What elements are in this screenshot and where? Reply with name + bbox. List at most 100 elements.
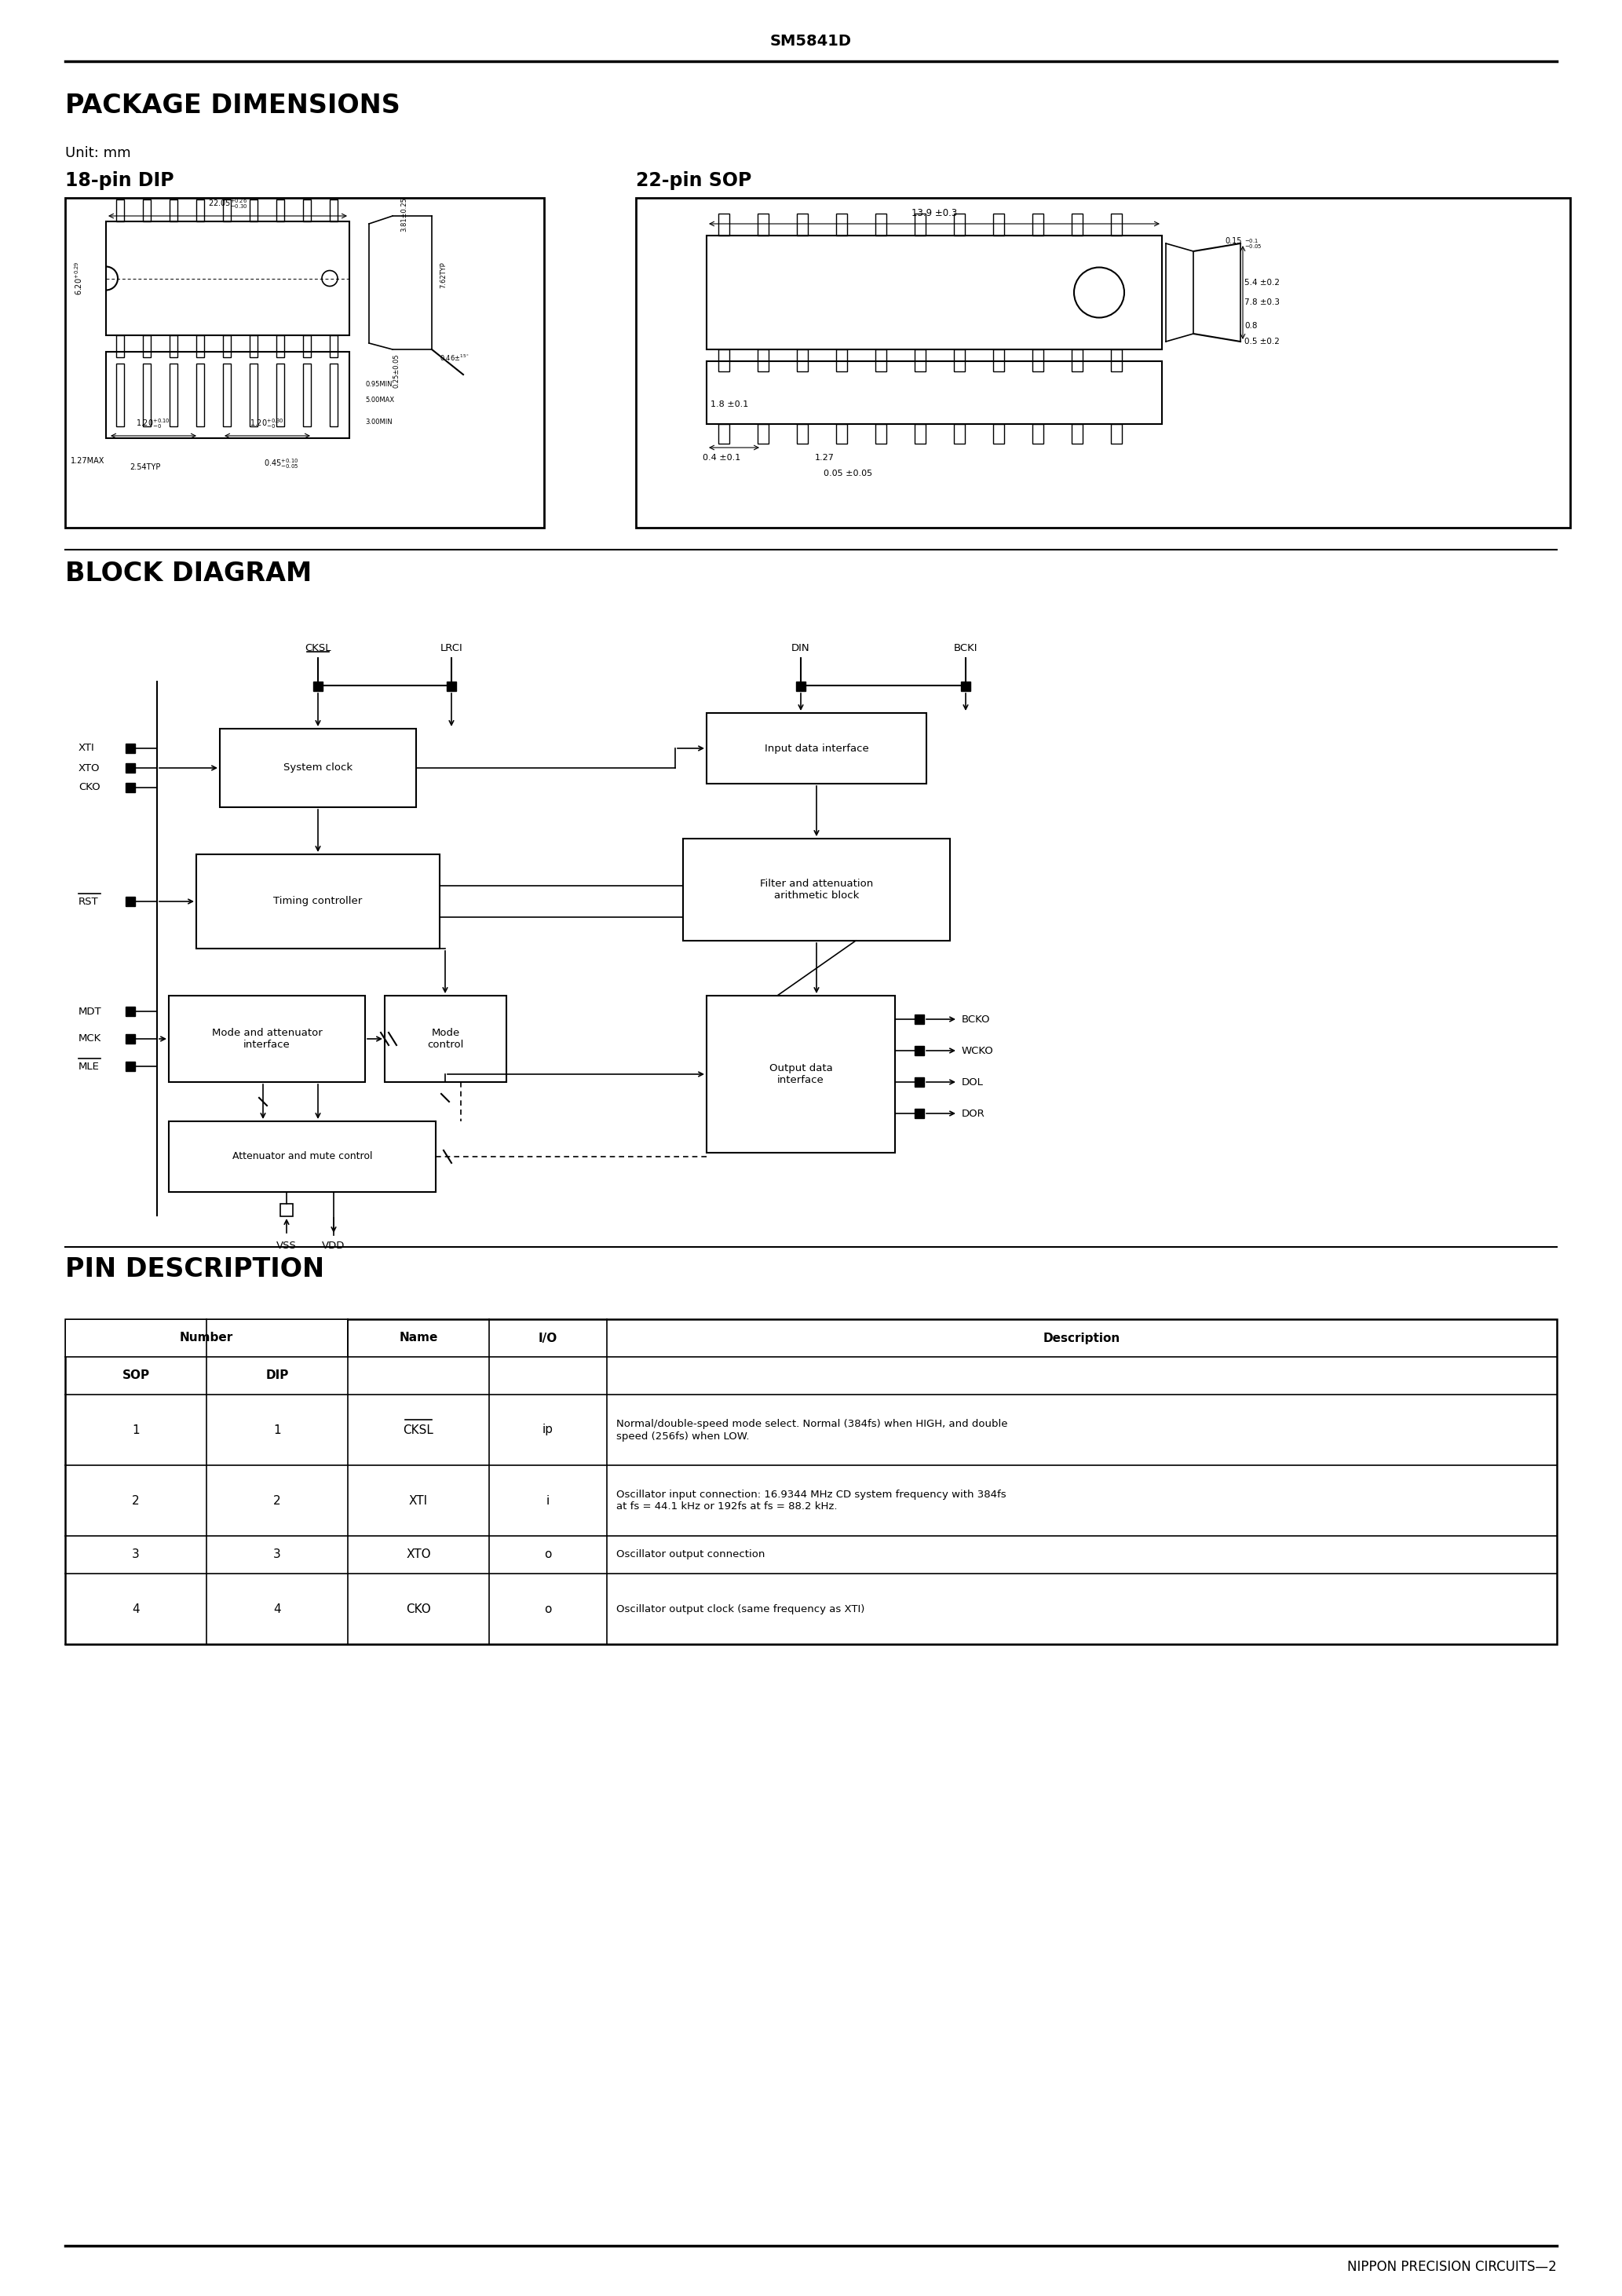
Bar xyxy=(796,425,808,443)
Bar xyxy=(117,200,123,220)
Text: WCKO: WCKO xyxy=(962,1045,994,1056)
Bar xyxy=(196,335,204,358)
Bar xyxy=(117,335,123,358)
Text: 3: 3 xyxy=(131,1550,139,1561)
Bar xyxy=(250,200,258,220)
Text: Name: Name xyxy=(399,1332,438,1343)
Bar xyxy=(915,1047,925,1056)
Bar xyxy=(276,363,284,427)
Text: at fs = 44.1 kHz or 192fs at fs = 88.2 kHz.: at fs = 44.1 kHz or 192fs at fs = 88.2 k… xyxy=(616,1502,837,1513)
Text: Oscillator output clock (same frequency as XTI): Oscillator output clock (same frequency … xyxy=(616,1605,865,1614)
Bar xyxy=(65,197,543,528)
Bar xyxy=(329,200,337,220)
Text: o: o xyxy=(545,1550,551,1561)
Bar xyxy=(796,349,808,372)
Bar xyxy=(796,682,806,691)
Text: BLOCK DIAGRAM: BLOCK DIAGRAM xyxy=(65,560,311,585)
Bar xyxy=(143,200,151,220)
Bar xyxy=(835,214,847,236)
Bar xyxy=(876,349,886,372)
Bar xyxy=(170,200,177,220)
Bar xyxy=(303,363,311,427)
Text: XTI: XTI xyxy=(409,1495,428,1506)
Text: 3: 3 xyxy=(274,1550,281,1561)
Text: MLE: MLE xyxy=(78,1061,99,1072)
Bar xyxy=(954,214,965,236)
Bar xyxy=(170,363,177,427)
Text: RST: RST xyxy=(78,895,99,907)
Bar xyxy=(683,838,950,941)
Text: 0.4 ±0.1: 0.4 ±0.1 xyxy=(702,455,741,461)
Bar xyxy=(276,335,284,358)
Text: BCKI: BCKI xyxy=(954,643,978,654)
Text: 6.20$^{+0.29}$: 6.20$^{+0.29}$ xyxy=(73,262,84,294)
Text: Timing controller: Timing controller xyxy=(274,895,362,907)
Bar xyxy=(143,335,151,358)
Bar xyxy=(222,335,230,358)
Bar xyxy=(876,214,886,236)
Text: Mode and attenuator
interface: Mode and attenuator interface xyxy=(212,1029,323,1049)
Bar xyxy=(276,200,284,220)
Bar xyxy=(1072,349,1082,372)
Bar xyxy=(993,425,1004,443)
Text: PIN DESCRIPTION: PIN DESCRIPTION xyxy=(65,1256,324,1281)
Text: 0.8: 0.8 xyxy=(1244,321,1257,331)
Bar xyxy=(1032,425,1043,443)
Bar xyxy=(329,335,337,358)
Bar xyxy=(196,854,440,948)
Bar xyxy=(222,200,230,220)
Text: 1: 1 xyxy=(131,1424,139,1435)
Text: Filter and attenuation
arithmetic block: Filter and attenuation arithmetic block xyxy=(759,879,873,900)
Bar xyxy=(143,363,151,427)
Bar xyxy=(1072,425,1082,443)
Bar xyxy=(707,714,926,783)
Bar xyxy=(954,425,965,443)
Text: 7.62TYP: 7.62TYP xyxy=(440,262,446,287)
Bar xyxy=(125,1061,135,1070)
Bar xyxy=(196,200,204,220)
Bar xyxy=(719,349,730,372)
Text: 4: 4 xyxy=(131,1603,139,1614)
Bar xyxy=(915,1015,925,1024)
Bar xyxy=(125,1006,135,1017)
Text: DOL: DOL xyxy=(962,1077,983,1086)
Text: DIN: DIN xyxy=(792,643,809,654)
Text: 1.20$^{+0.10}_{-0}$: 1.20$^{+0.10}_{-0}$ xyxy=(136,418,170,429)
Text: Number: Number xyxy=(180,1332,234,1343)
Bar xyxy=(876,425,886,443)
Text: MDT: MDT xyxy=(78,1006,102,1017)
Bar xyxy=(281,1203,294,1217)
Text: SM5841D: SM5841D xyxy=(770,34,852,48)
Bar xyxy=(757,214,769,236)
Bar xyxy=(993,349,1004,372)
Text: XTO: XTO xyxy=(78,762,101,774)
Text: XTI: XTI xyxy=(78,744,94,753)
Text: NIPPON PRECISION CIRCUITS—2: NIPPON PRECISION CIRCUITS—2 xyxy=(1348,2259,1557,2273)
Text: 0.5 ±0.2: 0.5 ±0.2 xyxy=(1244,338,1280,344)
Bar xyxy=(105,220,349,335)
Bar xyxy=(719,214,730,236)
Bar xyxy=(796,214,808,236)
Text: SOP: SOP xyxy=(122,1371,149,1382)
Bar xyxy=(1072,214,1082,236)
Bar xyxy=(835,425,847,443)
Bar xyxy=(303,200,311,220)
Text: VSS: VSS xyxy=(276,1240,297,1251)
Text: 1.20$^{+0.30}_{-0}$: 1.20$^{+0.30}_{-0}$ xyxy=(250,418,284,429)
Text: 22.05$^{+0.26}_{-0.30}$: 22.05$^{+0.26}_{-0.30}$ xyxy=(208,197,248,211)
Text: Input data interface: Input data interface xyxy=(764,744,869,753)
Text: PACKAGE DIMENSIONS: PACKAGE DIMENSIONS xyxy=(65,92,401,119)
Text: Mode
control: Mode control xyxy=(427,1029,464,1049)
Bar xyxy=(915,1077,925,1086)
Text: 0.25±0.05: 0.25±0.05 xyxy=(393,354,399,388)
Text: 0.05 ±0.05: 0.05 ±0.05 xyxy=(824,471,873,478)
Bar xyxy=(1032,349,1043,372)
Bar xyxy=(993,214,1004,236)
Bar xyxy=(960,682,970,691)
Text: 13.9 ±0.3: 13.9 ±0.3 xyxy=(912,209,957,218)
Text: 0.95MIN: 0.95MIN xyxy=(365,381,393,388)
Text: Unit: mm: Unit: mm xyxy=(65,147,131,161)
Bar xyxy=(65,1320,1557,1644)
Bar xyxy=(636,197,1570,528)
Text: 0.45$^{+0.10}_{-0.05}$: 0.45$^{+0.10}_{-0.05}$ xyxy=(264,457,298,471)
